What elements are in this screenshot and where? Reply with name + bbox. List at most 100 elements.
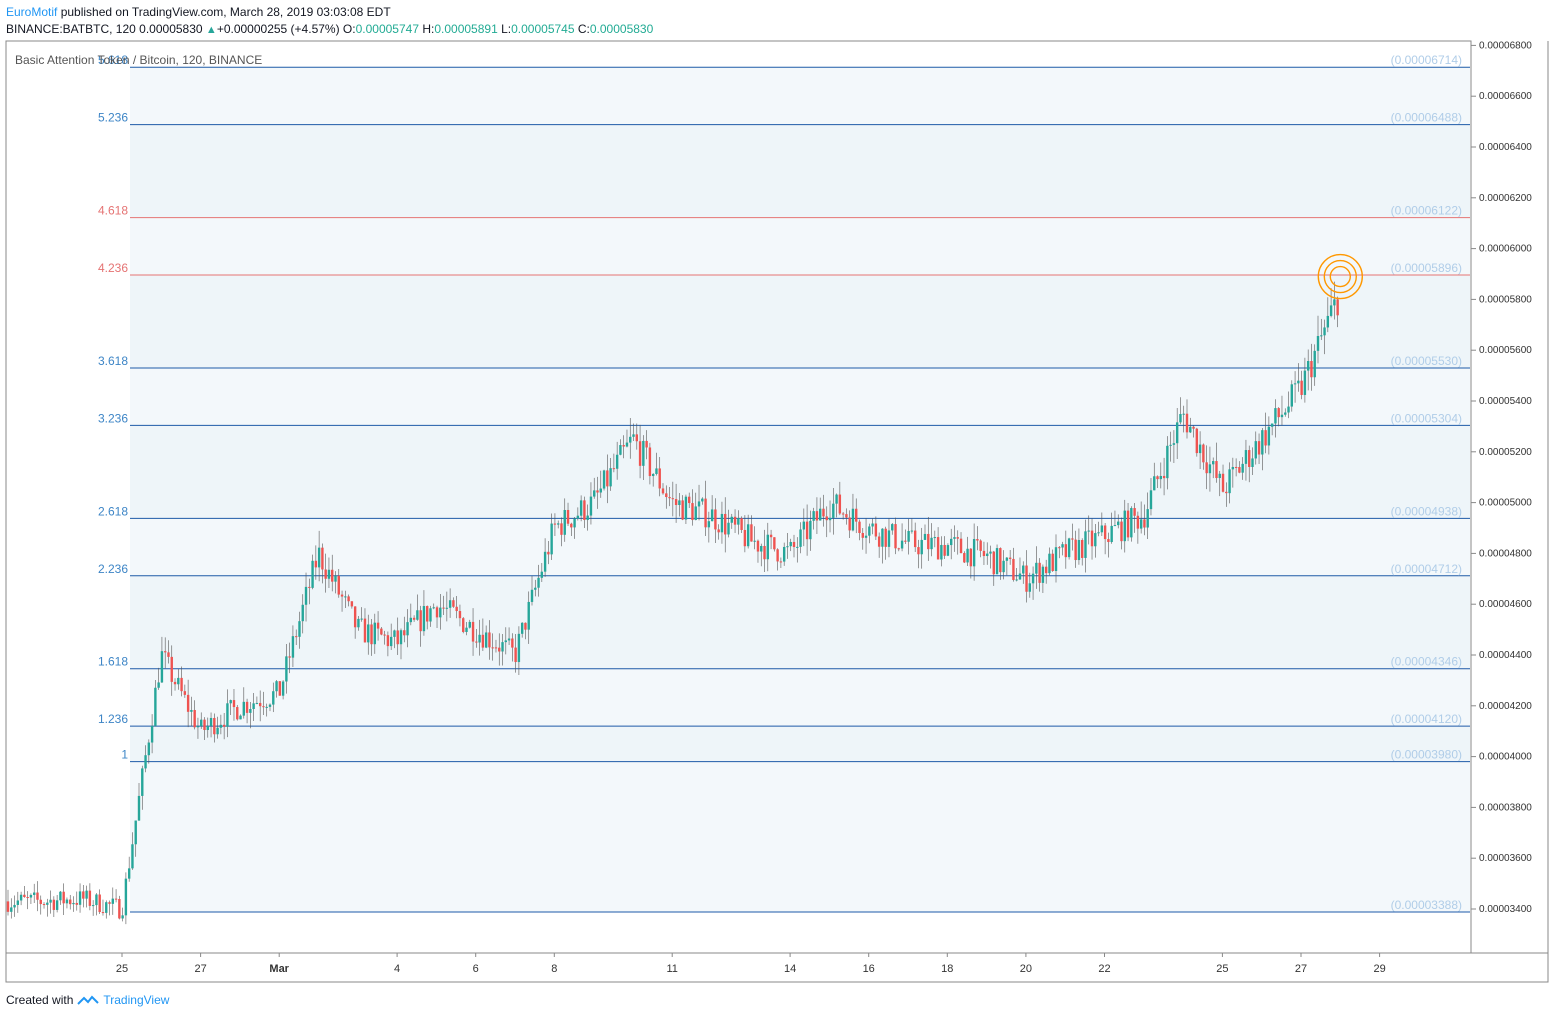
candle-body [972, 539, 976, 567]
candle-body [963, 553, 966, 563]
candle-body [1123, 510, 1126, 542]
candle-body [164, 651, 167, 653]
fib-ratio-label: 1 [121, 748, 128, 762]
candle-body [547, 551, 550, 555]
candle-body [1090, 530, 1094, 547]
candle-body [1044, 566, 1048, 574]
candle-body [746, 524, 750, 547]
candle-body [409, 617, 413, 623]
candle-body [1074, 539, 1077, 561]
candle-body [622, 445, 625, 447]
candle-body [976, 539, 979, 541]
candle-body [55, 900, 59, 910]
candle-body [465, 627, 468, 632]
candle-body [1264, 430, 1267, 446]
candle-body [29, 894, 33, 898]
candle-body [389, 636, 393, 647]
price-tick-label: 0.00006000 [1479, 244, 1532, 255]
candle-body [1313, 350, 1316, 378]
candle-body [1326, 315, 1330, 328]
chart-title: Basic Attention Token / Bitcoin, 120, BI… [15, 53, 262, 67]
time-tick-label: 16 [863, 963, 875, 975]
candle-body [1008, 557, 1012, 559]
time-tick-label: 22 [1098, 963, 1110, 975]
candle-body [363, 618, 367, 643]
candle-body [1012, 558, 1015, 581]
last-price: 0.00005830 [139, 22, 203, 36]
author-link[interactable]: EuroMotif [6, 5, 58, 19]
price-tick-label: 0.00004000 [1479, 752, 1532, 763]
fib-price-label: (0.00005896) [1391, 261, 1462, 275]
candle-body [802, 521, 806, 530]
candle-body [1333, 299, 1336, 306]
candle-body [923, 533, 927, 540]
candle-body [412, 617, 416, 620]
tradingview-brand[interactable]: TradingView [103, 993, 170, 1007]
candle-body [16, 900, 20, 905]
candle-body [868, 526, 871, 536]
fib-ratio-label: 2.618 [98, 504, 128, 518]
candle-body [1005, 557, 1009, 561]
candle-body [69, 899, 72, 905]
candle-body [1094, 533, 1097, 547]
candle-body [946, 545, 950, 556]
candle-body [131, 844, 134, 869]
fib-ratio-label: 1.618 [98, 655, 128, 669]
candle-body [13, 904, 16, 908]
candle-body [1231, 466, 1235, 470]
price-tick-label: 0.00005800 [1479, 294, 1532, 305]
candle-body [1303, 370, 1307, 395]
candle-body [910, 530, 914, 532]
candle-body [242, 701, 245, 716]
candle-body [1280, 414, 1284, 418]
candle-body [1284, 412, 1287, 415]
candle-body [645, 440, 648, 448]
candle-body [82, 891, 85, 899]
candle-body [819, 508, 822, 521]
candle-body [1175, 422, 1179, 444]
candle-body [439, 607, 442, 618]
fib-zone [130, 217, 1470, 276]
fib-price-label: (0.00006488) [1391, 111, 1462, 125]
candle-body [216, 727, 219, 735]
candle-body [1022, 565, 1025, 574]
candle-body [1248, 450, 1251, 467]
candle-body [733, 516, 737, 525]
candle-body [442, 607, 445, 609]
candle-body [917, 547, 920, 555]
candle-body [845, 514, 848, 518]
candle-body [619, 445, 622, 455]
candle-body [1198, 444, 1202, 454]
candle-body [147, 742, 151, 756]
fib-zone [130, 425, 1470, 519]
candle-body [1162, 475, 1166, 479]
price-tick-label: 0.00006600 [1479, 91, 1532, 102]
candle-body [681, 500, 684, 520]
candle-body [1267, 426, 1271, 446]
candle-body [1048, 553, 1051, 574]
candle-body [226, 703, 229, 727]
candle-body [543, 551, 547, 572]
fib-price-label: (0.00004346) [1391, 655, 1462, 669]
footer: Created with TradingView [6, 993, 169, 1007]
candle-body [1107, 539, 1110, 543]
time-tick-label: 6 [473, 963, 479, 975]
candle-body [848, 517, 851, 531]
candle-body [625, 442, 629, 447]
candle-body [491, 647, 494, 649]
highlight-circle [1323, 259, 1358, 294]
candle-body [1058, 547, 1061, 549]
candle-body [406, 622, 409, 636]
candle-body [1133, 508, 1136, 516]
candle-body [1189, 426, 1192, 433]
candle-body [737, 518, 740, 525]
candle-body [1087, 530, 1090, 532]
candle-body [200, 719, 203, 727]
fib-ratio-label: 3.236 [98, 411, 128, 425]
price-tick-label: 0.00006200 [1479, 193, 1532, 204]
candle-body [127, 868, 131, 879]
candle-body [1139, 519, 1143, 529]
candle-body [23, 894, 26, 898]
candle-body [317, 547, 321, 568]
